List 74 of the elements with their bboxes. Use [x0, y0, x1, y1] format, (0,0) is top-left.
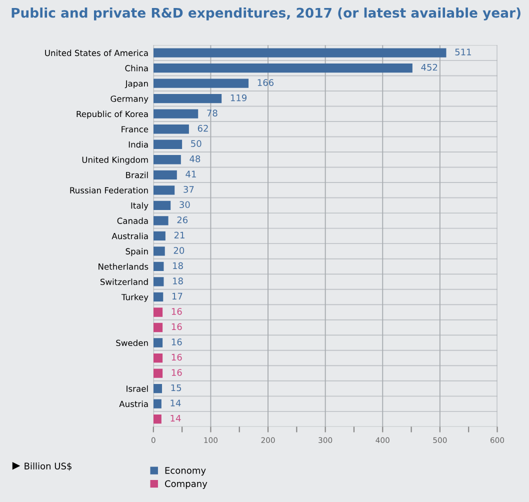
y-tick-label: Italy [131, 202, 148, 210]
bar [153, 384, 162, 394]
y-tick-label: United States of America [45, 50, 148, 56]
data-label: 21 [174, 232, 184, 238]
y-tick-label: Switzerland [100, 278, 148, 286]
data-label: 14 [170, 400, 181, 406]
bar [153, 63, 412, 73]
y-tick-label: China [125, 64, 148, 72]
bar [153, 414, 162, 424]
y-tick-label: Netherlands [98, 263, 148, 270]
bar [153, 322, 163, 332]
y-tick-label: Canada [117, 218, 148, 224]
data-label: 166 [258, 79, 274, 86]
data-label: 16 [172, 354, 182, 361]
y-tick-label: India [128, 141, 148, 148]
bar [153, 109, 198, 118]
data-label: 511 [455, 48, 471, 56]
bar [153, 170, 177, 180]
data-label: 14 [170, 414, 181, 422]
bar [153, 262, 164, 272]
bar [153, 186, 175, 195]
bar [153, 94, 222, 104]
y-tick-label: Germany [110, 96, 148, 104]
data-label: 452 [421, 64, 438, 71]
x-axis-title: Billion US$ [24, 462, 72, 471]
data-label: 30 [180, 201, 190, 208]
y-tick-label: Turkey [121, 294, 148, 302]
bar [153, 277, 164, 286]
bar [153, 246, 165, 256]
data-label: 41 [186, 170, 196, 178]
chart-title: Public and private R&D expenditures, 2017 (or latest available year) [12, 8, 520, 20]
bar [153, 338, 163, 348]
y-tick-label: Republic of Korea [76, 110, 148, 119]
data-label: 18 [173, 278, 183, 284]
data-label: 78 [207, 110, 218, 116]
bar [153, 308, 163, 317]
bar [153, 48, 446, 58]
y-tick-label: United Kingdom [82, 156, 148, 165]
data-label: 16 [172, 338, 182, 346]
bar [153, 353, 163, 363]
data-label: 48 [190, 155, 200, 162]
y-tick-label: France [122, 126, 148, 132]
data-label: 18 [173, 262, 183, 270]
data-label: 37 [184, 186, 194, 193]
data-label: 16 [172, 323, 182, 330]
y-tick-label: Spain [126, 248, 148, 256]
data-label: 16 [172, 308, 182, 315]
data-label: 26 [177, 216, 188, 224]
bar [153, 231, 166, 241]
bar [153, 399, 162, 408]
bar [153, 216, 168, 226]
data-label: 17 [172, 292, 182, 300]
bar [153, 200, 171, 210]
data-label: 16 [172, 369, 182, 376]
y-tick-label: Japan [124, 80, 148, 88]
bar [153, 140, 182, 149]
y-tick-label: Sweden [116, 340, 148, 346]
y-tick-label: Brazil [126, 172, 148, 178]
data-label: 15 [171, 384, 182, 392]
legend-label: Economy [165, 467, 206, 476]
data-label: 62 [198, 124, 208, 132]
data-label: 50 [191, 140, 202, 147]
data-label: 119 [230, 94, 247, 102]
bar [153, 292, 164, 302]
bar [153, 78, 249, 88]
y-tick-label: Austria [119, 400, 148, 408]
y-tick-label: Israel [126, 385, 148, 392]
legend-label: Company [165, 480, 208, 489]
bar [153, 124, 189, 134]
y-tick-label: Australia [112, 232, 148, 240]
bar [153, 368, 163, 378]
bar [153, 155, 181, 164]
y-tick-label: Russian Federation [70, 186, 148, 194]
data-label: 20 [174, 246, 184, 254]
